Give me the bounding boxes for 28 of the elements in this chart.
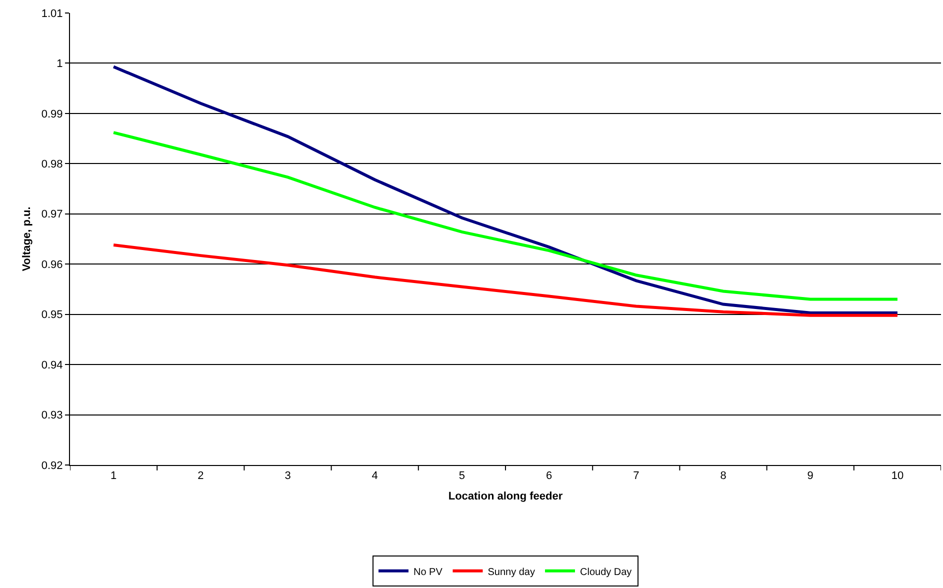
y-tick-label: 0.98 bbox=[41, 158, 63, 171]
x-axis-title: Location along feeder bbox=[448, 490, 564, 502]
x-tick-label: 5 bbox=[458, 470, 466, 482]
x-tick-label: 8 bbox=[720, 470, 726, 482]
y-tick-label: 0.97 bbox=[41, 208, 63, 221]
x-tick-label: 2 bbox=[198, 470, 204, 482]
y-tick-label: 0.95 bbox=[41, 309, 63, 322]
x-tick-label: 1 bbox=[110, 470, 117, 482]
line-series bbox=[112, 65, 899, 314]
line-series bbox=[112, 244, 899, 317]
y-tick-label: 1.01 bbox=[41, 8, 63, 20]
line-series bbox=[112, 131, 899, 301]
y-tick-label: 0.96 bbox=[41, 258, 63, 271]
x-tick-label: 9 bbox=[807, 470, 814, 482]
x-tick-label: 3 bbox=[284, 470, 291, 482]
legend-label: No PV bbox=[414, 566, 443, 578]
x-tick-label: 4 bbox=[372, 470, 378, 482]
y-tick-label: 0.92 bbox=[41, 460, 63, 472]
x-tick-label: 10 bbox=[891, 470, 904, 482]
y-tick-label: 0.99 bbox=[41, 108, 63, 120]
y-axis-title: Voltage, p.u. bbox=[21, 206, 34, 272]
legend-label: Sunny day bbox=[488, 566, 535, 578]
y-tick-label: 1 bbox=[56, 58, 63, 70]
y-tick-label: 0.93 bbox=[41, 410, 63, 422]
legend-label: Cloudy Day bbox=[580, 566, 632, 578]
y-tick-label: 0.94 bbox=[41, 359, 63, 372]
x-tick-label: 6 bbox=[546, 470, 552, 482]
x-tick-label: 7 bbox=[633, 470, 640, 482]
